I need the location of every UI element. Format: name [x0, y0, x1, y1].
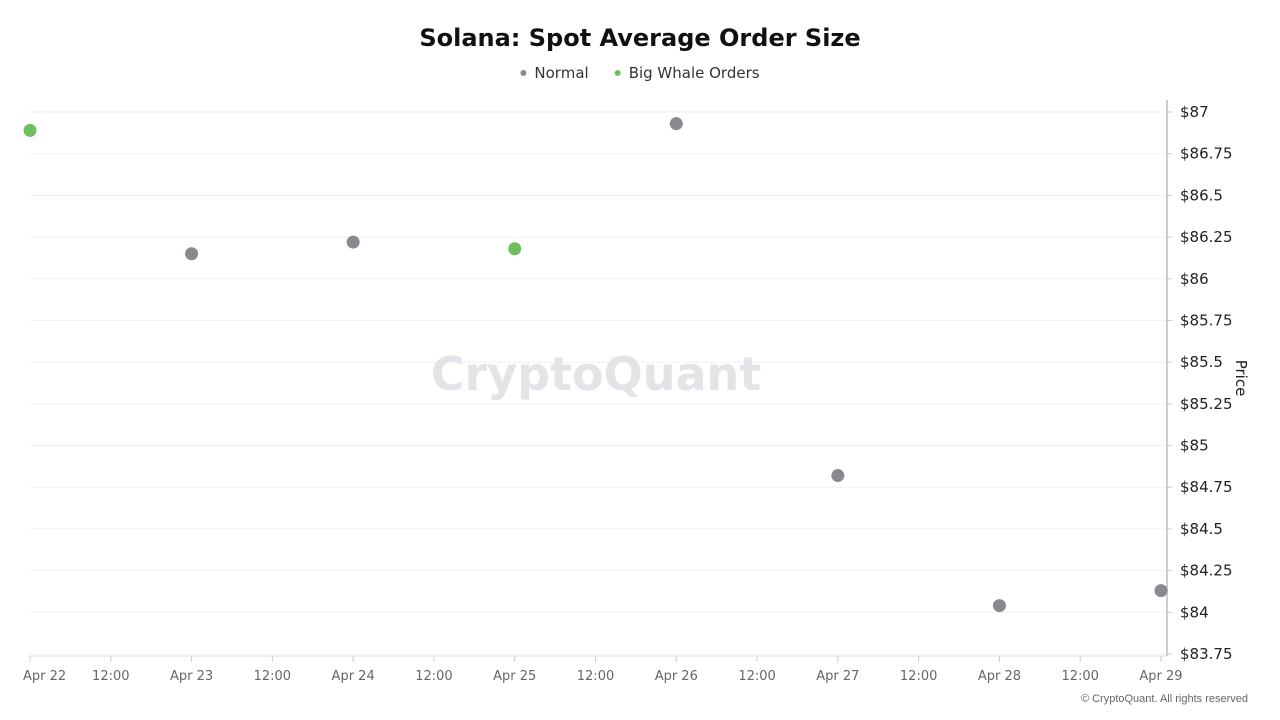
x-tick-label: Apr 27 — [816, 669, 859, 684]
x-tick-label: Apr 29 — [1139, 669, 1182, 684]
y-tick-label: $85.25 — [1180, 395, 1233, 413]
data-point-normal — [185, 247, 199, 261]
watermark: CryptoQuant — [431, 347, 762, 401]
x-tick-label: 12:00 — [900, 669, 937, 684]
copyright-notice: © CryptoQuant. All rights reserved — [1081, 693, 1248, 705]
data-point-big-whale-orders — [508, 242, 522, 256]
data-points — [23, 117, 1168, 613]
x-tick-label: Apr 23 — [170, 669, 213, 684]
data-point-normal — [1154, 584, 1168, 598]
y-tick-label: $86.75 — [1180, 145, 1233, 163]
data-point-normal — [346, 235, 360, 249]
y-axis-title: Price — [1232, 360, 1250, 397]
y-tick-label: $87 — [1180, 103, 1209, 121]
x-tick-label: 12:00 — [1061, 669, 1098, 684]
x-tick-label: Apr 24 — [332, 669, 375, 684]
data-point-big-whale-orders — [23, 123, 37, 137]
y-tick-label: $83.75 — [1180, 645, 1233, 663]
data-point-normal — [669, 117, 683, 131]
legend-label: Normal — [534, 64, 588, 82]
y-tick-label: $84.25 — [1180, 562, 1233, 580]
y-tick-label: $85.5 — [1180, 353, 1223, 371]
data-point-normal — [831, 469, 845, 483]
legend-item-normal[interactable]: Normal — [520, 64, 589, 82]
x-tick-label: 12:00 — [738, 669, 775, 684]
y-tick-label: $84.75 — [1180, 478, 1233, 496]
y-tick-label: $84 — [1180, 603, 1209, 621]
x-tick-label: 12:00 — [577, 669, 614, 684]
y-tick-label: $86.5 — [1180, 186, 1223, 204]
y-tick-label: $86.25 — [1180, 228, 1233, 246]
x-axis-ticks: Apr 22 12:00 Apr 23 12:00 Apr 24 12:00 Apr 25 1… — [23, 656, 1183, 684]
x-tick-label: 12:00 — [254, 669, 291, 684]
y-tick-label: $86 — [1180, 270, 1209, 288]
x-tick-label: Apr 25 — [493, 669, 536, 684]
legend-item-big-whale-orders[interactable]: Big Whale Orders — [614, 64, 760, 82]
legend-label: Big Whale Orders — [629, 64, 760, 82]
y-tick-label: $84.5 — [1180, 520, 1223, 538]
y-axis-ticks: $87 $86.75 $86.5 $86.25 $86 $85.75 $85.5 $85.25… — [1167, 103, 1233, 663]
x-tick-label: Apr 22 — [23, 669, 66, 684]
data-point-normal — [992, 599, 1006, 613]
chart-title: Solana: Spot Average Order Size — [419, 24, 860, 52]
legend-marker — [520, 70, 527, 76]
x-tick-label: Apr 26 — [655, 669, 698, 684]
y-tick-label: $85.75 — [1180, 311, 1233, 329]
legend-marker — [614, 70, 621, 76]
grid — [30, 111, 1167, 655]
x-tick-label: 12:00 — [92, 669, 129, 684]
x-tick-label: 12:00 — [415, 669, 452, 684]
y-tick-label: $85 — [1180, 437, 1209, 455]
x-tick-label: Apr 28 — [978, 669, 1021, 684]
legend[interactable]: Normal Big Whale Orders — [520, 64, 760, 82]
